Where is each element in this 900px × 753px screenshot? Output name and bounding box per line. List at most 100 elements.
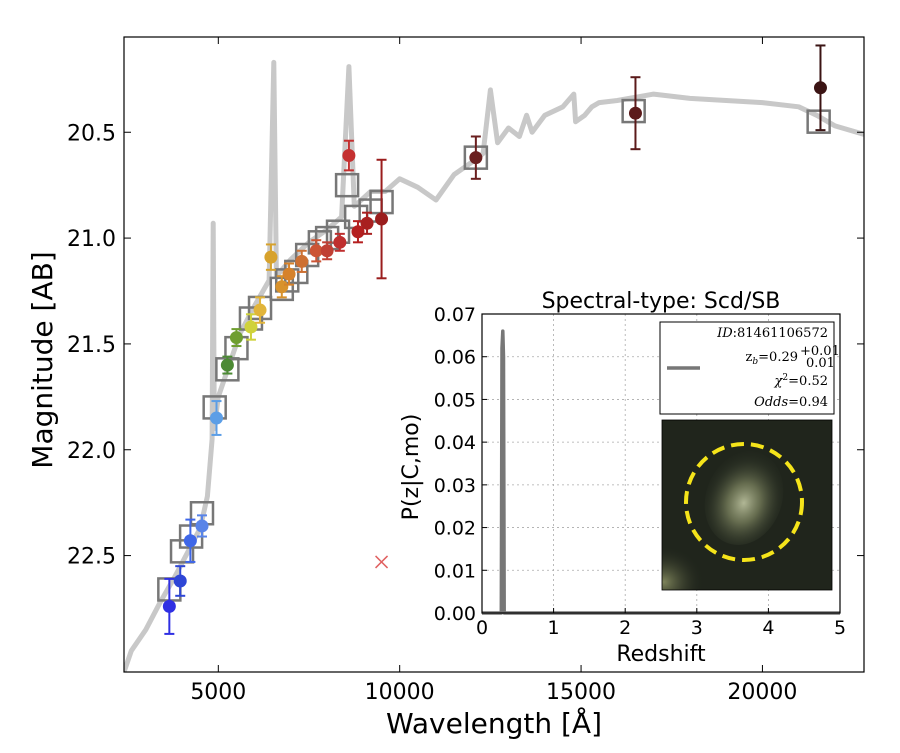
main-axes-frame	[123, 36, 865, 673]
model-square	[169, 539, 195, 564]
observed-point	[628, 76, 642, 151]
observed-point	[210, 400, 223, 436]
data-point	[244, 320, 258, 334]
legend-zb-minus: 0.01	[806, 356, 835, 371]
observed-point	[220, 355, 234, 375]
legend-id: ID:81461106572	[716, 326, 828, 341]
observed-point	[360, 211, 374, 235]
data-point	[309, 244, 323, 258]
main-x-axis-label: Wavelength [Å]	[386, 706, 602, 740]
data-point	[333, 235, 347, 249]
observed-point	[469, 135, 483, 180]
inset-x-tick-label: 5	[834, 617, 846, 639]
legend-odds: Odds=0.94	[754, 395, 828, 410]
data-point	[360, 216, 374, 230]
aperture-circle	[684, 442, 804, 562]
data-point	[282, 267, 296, 281]
observed-point	[195, 514, 209, 538]
y-tick-label: 21.0	[67, 227, 116, 252]
x-tick-label: 20000	[727, 680, 797, 705]
observed-point	[309, 239, 323, 263]
sed-plot: 5000 10000 15000 20000 20.5 21.0 21.5 22.0 22.5…	[26, 36, 865, 740]
model-square	[334, 172, 360, 198]
observed-point	[282, 262, 296, 286]
main-x-ticks: 5000 10000 15000 20000	[190, 37, 797, 705]
observed-point	[264, 243, 278, 271]
upper-limit-marker	[375, 555, 389, 569]
model-square	[621, 98, 646, 124]
inset-y-tick-label: 0.07	[434, 304, 476, 326]
data-point	[342, 149, 356, 163]
inset-y-tick-label: 0.01	[434, 560, 476, 582]
upper-limit-stroke	[375, 555, 389, 569]
inset-x-tick-label: 4	[762, 617, 774, 639]
inset-y-tick-label: 0.00	[434, 603, 476, 625]
data-point	[264, 250, 278, 264]
inset-x-tick-label: 1	[548, 617, 560, 639]
observed-point	[183, 518, 197, 563]
data-point	[375, 212, 389, 226]
inset-y-tick-label: 0.02	[434, 518, 476, 540]
legend-zb: zb=0.29	[746, 350, 798, 367]
galaxy-thumbnail	[662, 420, 832, 590]
inset-x-ticks: 0 1 2 3 4 5	[476, 608, 846, 639]
inset-x-axis-label: Redshift	[616, 642, 706, 667]
y-tick-label: 21.5	[67, 333, 116, 358]
observed-point	[253, 296, 267, 324]
observed-point	[813, 44, 827, 132]
observed-point	[320, 241, 334, 261]
inset-y-tick-label: 0.06	[434, 347, 476, 369]
neighbor-source	[662, 546, 704, 590]
y-tick-label: 22.5	[67, 545, 116, 570]
y-tick-label: 20.5	[67, 121, 116, 146]
model-square	[806, 109, 831, 134]
data-point	[173, 574, 187, 588]
main-y-ticks: 20.5 21.0 21.5 22.0 22.5	[67, 121, 864, 570]
data-point	[253, 303, 267, 317]
inset-title: Spectral-type: Scd/SB	[542, 289, 781, 314]
data-point	[628, 106, 642, 120]
x-tick-label: 15000	[546, 680, 616, 705]
data-point	[275, 280, 289, 294]
inset-legend: ID:81461106572 zb=0.29 +0.01 0.01 χ2=0.5…	[659, 321, 840, 415]
inset-x-tick-label: 0	[476, 617, 488, 639]
observed-point	[375, 158, 389, 280]
x-tick-label: 10000	[365, 680, 435, 705]
observed-point	[351, 220, 365, 244]
main-y-axis-label: Magnitude [AB]	[26, 251, 59, 468]
observed-point	[162, 577, 176, 635]
data-point	[195, 519, 209, 533]
target-galaxy	[704, 451, 784, 545]
data-point	[295, 254, 309, 268]
inset-axes-frame	[481, 313, 841, 614]
data-point	[320, 244, 334, 258]
observed-point	[275, 275, 289, 299]
inset-y-tick-label: 0.04	[434, 432, 476, 454]
observed-magnitude-points	[162, 44, 827, 635]
data-point	[813, 81, 827, 95]
observed-point	[244, 313, 258, 341]
data-point	[351, 225, 365, 239]
data-point	[183, 534, 197, 548]
data-point	[220, 358, 234, 372]
inset-x-tick-label: 2	[619, 617, 631, 639]
inset-y-tick-label: 0.05	[434, 389, 476, 411]
data-point	[229, 331, 243, 345]
data-point	[469, 151, 483, 165]
inset-y-axis-label: P(z|C,mo)	[399, 414, 424, 521]
inset-x-tick-label: 3	[691, 617, 703, 639]
data-point	[210, 411, 223, 425]
y-tick-label: 22.0	[67, 439, 116, 464]
observed-point	[333, 232, 347, 252]
x-tick-label: 5000	[190, 680, 246, 705]
observed-point	[229, 328, 243, 348]
thumbnail-frame	[661, 419, 833, 591]
legend-chi2: χ2=0.52	[774, 373, 828, 389]
observed-point	[295, 249, 309, 273]
observed-point	[342, 139, 356, 172]
observed-point	[173, 565, 187, 597]
inset-y-ticks: 0.00 0.01 0.02 0.03 0.04 0.05 0.06 0.07	[434, 304, 487, 625]
inset-y-tick-label: 0.03	[434, 475, 476, 497]
